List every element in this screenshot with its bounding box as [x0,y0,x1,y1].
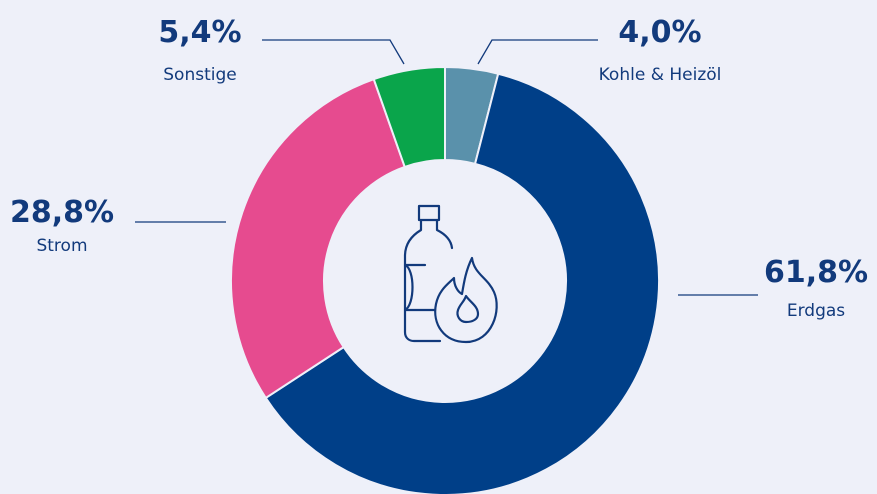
category-label: Strom [36,236,87,256]
value-label: 4,0% [618,15,701,50]
value-label: 61,8% [764,255,868,290]
donut [230,65,660,494]
center-icon [403,204,498,344]
donut-slice [230,77,407,400]
category-label: Kohle & Heizöl [599,65,722,85]
value-label: 5,4% [158,15,241,50]
value-label: 28,8% [10,195,114,230]
leader-line [477,39,598,65]
donut-slice [264,72,660,494]
donut-slice [372,65,446,169]
category-label: Sonstige [163,65,236,85]
category-label: Erdgas [787,301,845,321]
leader-line [262,39,405,65]
